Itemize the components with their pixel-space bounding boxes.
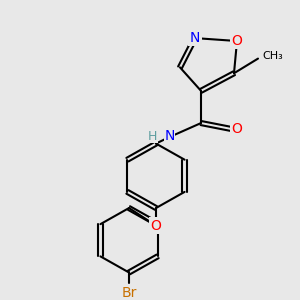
Text: O: O <box>232 122 242 136</box>
Text: O: O <box>232 34 242 48</box>
Text: O: O <box>151 219 161 232</box>
Text: CH₃: CH₃ <box>262 51 283 61</box>
Text: N: N <box>190 31 200 45</box>
Text: N: N <box>164 129 175 143</box>
Text: H: H <box>148 130 158 143</box>
Text: Br: Br <box>121 286 137 300</box>
